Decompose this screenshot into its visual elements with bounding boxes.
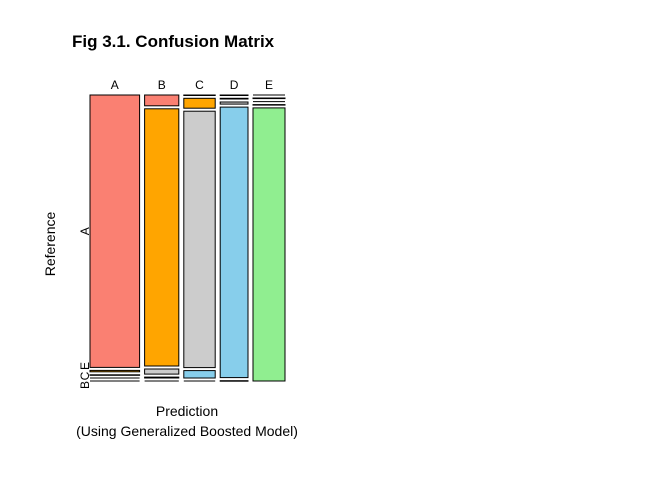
tile-pred-d-ref-e xyxy=(219,380,249,382)
tile-pred-d-ref-a xyxy=(219,94,249,96)
prediction-label-b: B xyxy=(158,78,166,92)
tile-pred-e-ref-b xyxy=(252,97,286,100)
tile-pred-e-ref-d xyxy=(252,104,286,106)
tile-pred-c-ref-a xyxy=(183,94,216,96)
prediction-label-a: A xyxy=(111,78,119,92)
tile-pred-a-ref-b xyxy=(89,369,141,373)
tile-pred-b-ref-c xyxy=(144,368,180,375)
x-axis-sublabel: (Using Generalized Boosted Model) xyxy=(76,423,298,439)
reference-label-a: A xyxy=(78,227,92,235)
reference-label-e: E xyxy=(78,362,92,370)
tile-pred-e-ref-e xyxy=(252,107,286,382)
tile-pred-c-ref-c xyxy=(183,110,216,369)
tile-pred-c-ref-d xyxy=(183,370,216,379)
prediction-label-e: E xyxy=(265,78,273,92)
tile-pred-d-ref-b xyxy=(219,97,249,100)
reference-tick-labels: A BCE xyxy=(78,227,92,389)
chart-title: Fig 3.1. Confusion Matrix xyxy=(72,32,275,51)
tile-pred-b-ref-b xyxy=(144,108,180,367)
tile-pred-a-ref-c xyxy=(89,374,141,376)
prediction-label-c: C xyxy=(195,78,204,92)
prediction-tick-labels: A B C D E xyxy=(111,78,273,92)
y-axis-label: Reference xyxy=(42,211,58,276)
reference-label-c: C xyxy=(78,371,92,380)
tile-pred-a-ref-a xyxy=(89,94,141,368)
tile-pred-d-ref-c xyxy=(219,101,249,105)
x-axis-label: Prediction xyxy=(156,403,218,419)
tile-pred-b-ref-a xyxy=(144,94,180,107)
reference-label-b: B xyxy=(78,381,92,389)
prediction-label-d: D xyxy=(230,78,239,92)
mosaic-tiles xyxy=(89,94,286,382)
tile-pred-c-ref-b xyxy=(183,97,216,109)
tile-pred-d-ref-d xyxy=(219,106,249,379)
tile-pred-b-ref-d xyxy=(144,376,180,379)
